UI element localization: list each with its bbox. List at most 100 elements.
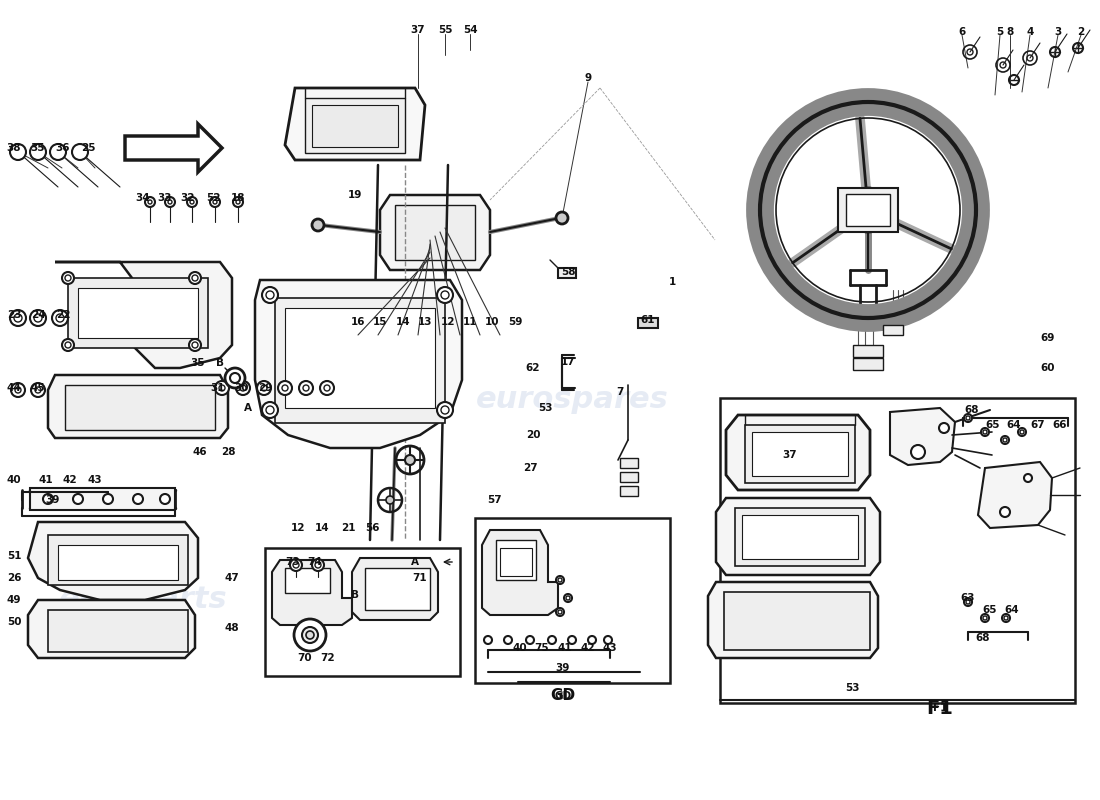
Text: 65: 65 [986, 420, 1000, 430]
Text: 17: 17 [561, 357, 575, 367]
Text: 74: 74 [308, 557, 322, 567]
Text: 37: 37 [410, 25, 426, 35]
Text: 61: 61 [640, 315, 656, 325]
Bar [68, 278, 208, 348]
Circle shape [302, 627, 318, 643]
Text: 75: 75 [535, 643, 549, 653]
Bar [496, 540, 536, 580]
Text: 45: 45 [31, 383, 45, 393]
Polygon shape [352, 558, 438, 620]
Text: 30: 30 [234, 383, 250, 393]
Text: 72: 72 [321, 653, 336, 663]
Text: 37: 37 [783, 450, 798, 460]
Circle shape [1024, 474, 1032, 482]
Bar [285, 568, 330, 593]
Text: 41: 41 [558, 643, 572, 653]
Text: 56: 56 [365, 523, 380, 533]
Bar [65, 385, 214, 430]
Circle shape [981, 614, 989, 622]
Polygon shape [708, 582, 878, 658]
Text: 58: 58 [561, 267, 575, 277]
Text: 52: 52 [206, 193, 220, 203]
Circle shape [568, 636, 576, 644]
Text: 5: 5 [997, 27, 1003, 37]
Circle shape [294, 619, 326, 651]
Circle shape [30, 310, 46, 326]
Text: GD: GD [550, 689, 575, 703]
Text: A: A [411, 557, 419, 567]
Bar [395, 205, 475, 260]
Text: 41: 41 [39, 475, 53, 485]
Text: 33: 33 [157, 193, 173, 203]
Bar [752, 432, 848, 476]
Circle shape [1000, 507, 1010, 517]
Text: 46: 46 [192, 447, 207, 457]
Text: 69: 69 [1041, 333, 1055, 343]
Text: 11: 11 [463, 317, 477, 327]
Text: 27: 27 [522, 463, 537, 473]
Text: F1: F1 [933, 703, 947, 713]
Text: 67: 67 [1031, 420, 1045, 430]
Bar [638, 318, 658, 328]
Circle shape [160, 494, 170, 504]
Text: 53: 53 [845, 683, 859, 693]
Circle shape [564, 594, 572, 602]
Circle shape [437, 402, 453, 418]
Circle shape [165, 197, 175, 207]
Circle shape [981, 428, 989, 436]
Text: eurospares: eurospares [475, 586, 669, 614]
Circle shape [964, 414, 972, 422]
Text: 8: 8 [1006, 27, 1013, 37]
Text: 59: 59 [508, 317, 522, 327]
Bar [558, 268, 576, 278]
Text: 10: 10 [485, 317, 499, 327]
Text: 62: 62 [526, 363, 540, 373]
Circle shape [103, 494, 113, 504]
Circle shape [10, 310, 26, 326]
Circle shape [11, 383, 25, 397]
Text: 70: 70 [298, 653, 312, 663]
Circle shape [299, 381, 314, 395]
Bar [48, 610, 188, 652]
Text: 43: 43 [603, 643, 617, 653]
Text: 4: 4 [1026, 27, 1034, 37]
Polygon shape [379, 195, 490, 270]
Circle shape [290, 559, 303, 571]
Polygon shape [48, 375, 228, 438]
Circle shape [262, 287, 278, 303]
Text: 73: 73 [286, 557, 300, 567]
Bar [620, 458, 638, 468]
Bar [365, 568, 430, 610]
Polygon shape [726, 415, 870, 490]
Circle shape [312, 559, 324, 571]
Bar [48, 535, 188, 585]
Bar [78, 288, 198, 338]
Text: 42: 42 [581, 643, 595, 653]
Circle shape [278, 381, 292, 395]
Text: 34: 34 [135, 193, 151, 203]
Circle shape [30, 144, 46, 160]
Bar [838, 188, 898, 232]
Text: 64: 64 [1004, 605, 1020, 615]
Text: 26: 26 [7, 573, 21, 583]
Text: A: A [244, 403, 252, 413]
Circle shape [306, 631, 313, 639]
Bar [883, 325, 903, 335]
Text: eurospares: eurospares [475, 386, 669, 414]
Bar [58, 545, 178, 580]
Polygon shape [28, 522, 198, 600]
Circle shape [189, 339, 201, 351]
Polygon shape [978, 462, 1052, 528]
Text: 39: 39 [556, 663, 570, 673]
Text: 63: 63 [960, 593, 976, 603]
Bar [735, 508, 865, 566]
Circle shape [320, 381, 334, 395]
Text: 48: 48 [224, 623, 240, 633]
Text: 12: 12 [441, 317, 455, 327]
Text: 66: 66 [1053, 420, 1067, 430]
Text: 40: 40 [513, 643, 527, 653]
Text: 16: 16 [351, 317, 365, 327]
Text: 40: 40 [7, 475, 21, 485]
Circle shape [31, 383, 45, 397]
Circle shape [257, 381, 271, 395]
